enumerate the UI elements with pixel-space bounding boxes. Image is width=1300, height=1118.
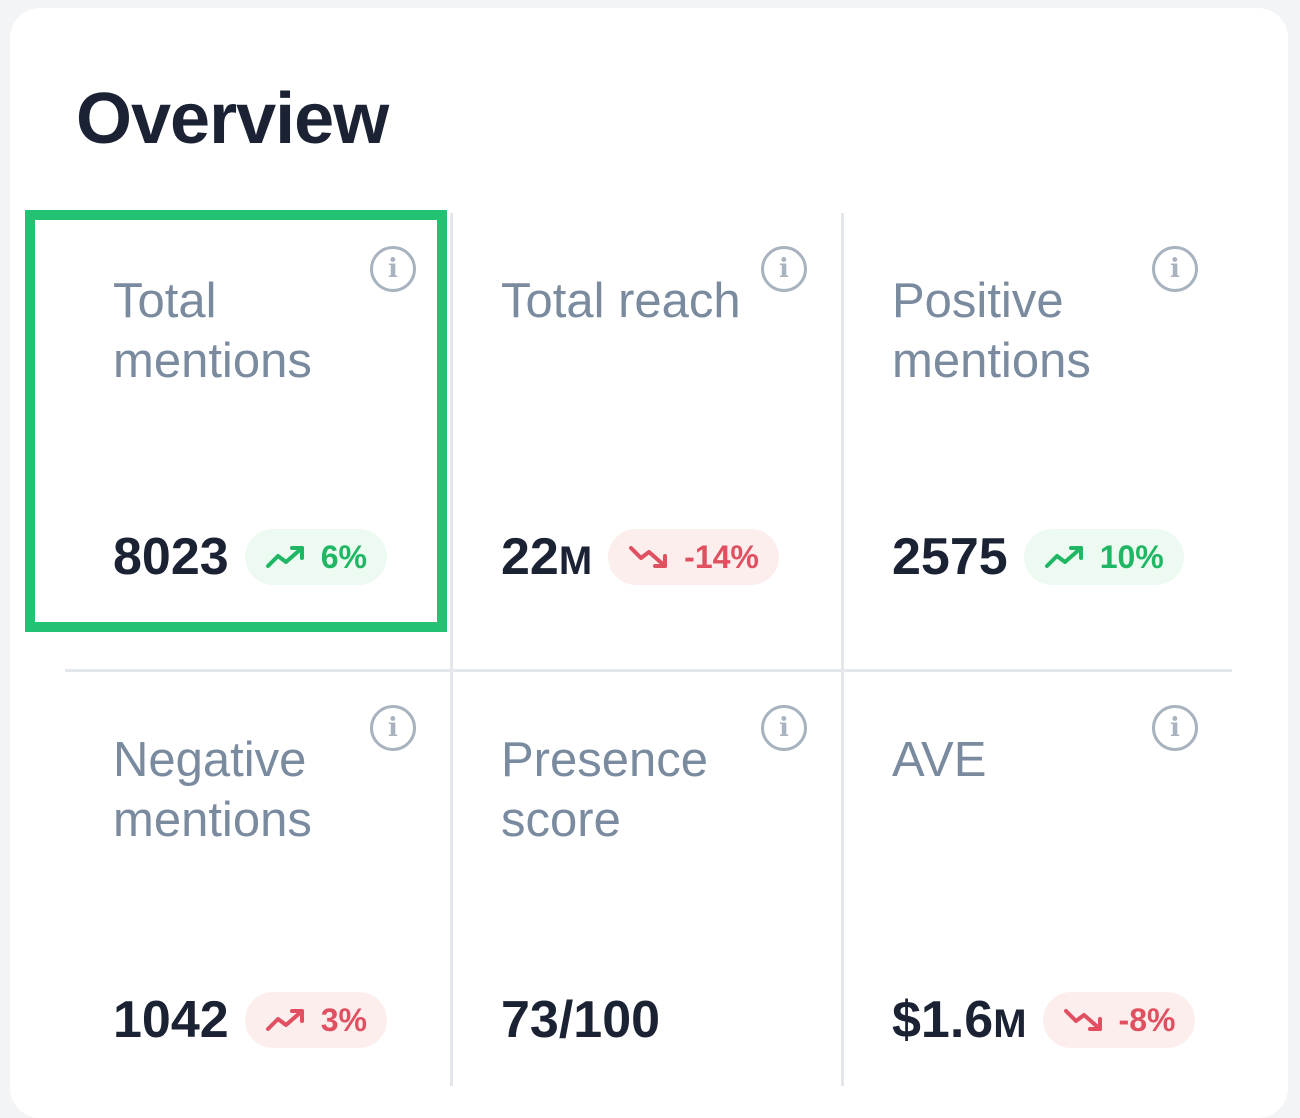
metric-label: Negative mentions	[113, 733, 312, 847]
metric-label: Positive mentions	[892, 274, 1091, 388]
metric-number: 2575	[892, 528, 1008, 586]
change-badge: 6%	[244, 529, 387, 585]
metric-value-row: 73/100	[501, 990, 660, 1050]
change-badge: 3%	[244, 992, 387, 1048]
change-value: 3%	[320, 1001, 367, 1038]
change-value: 10%	[1099, 538, 1164, 575]
metric-unit: M	[558, 539, 593, 583]
metric-value: 2575	[892, 527, 1008, 587]
info-icon[interactable]: i	[370, 246, 416, 292]
page-title: Overview	[76, 79, 389, 159]
metric-number: 1042	[113, 991, 229, 1049]
metric-label: Presence score	[501, 733, 709, 847]
metric-value-row: 2575 10%	[892, 527, 1184, 587]
info-icon[interactable]: i	[761, 246, 807, 292]
metric-card-total-reach[interactable]: Total reach i 22M -14%	[453, 213, 844, 672]
trend-down-icon	[628, 544, 670, 570]
metric-value: $1.6M	[892, 990, 1027, 1050]
metric-number: 8023	[113, 528, 229, 586]
metric-value: 1042	[113, 990, 229, 1050]
trend-up-icon	[265, 1007, 307, 1033]
metric-label: Total mentions	[113, 274, 312, 388]
trend-up-icon	[265, 544, 307, 570]
change-value: -8%	[1118, 1001, 1176, 1038]
metric-value-row: 1042 3%	[113, 990, 387, 1050]
info-icon[interactable]: i	[370, 705, 416, 751]
metric-number: $1.6	[892, 991, 994, 1049]
metric-label: Total reach	[501, 274, 741, 328]
metric-number: 22	[501, 528, 559, 586]
change-value: -14%	[684, 538, 759, 575]
metric-card-total-mentions[interactable]: Total mentions i 8023 6%	[65, 213, 453, 672]
change-badge: -8%	[1042, 992, 1196, 1048]
metric-card-positive-mentions[interactable]: Positive mentions i 2575 10%	[844, 213, 1232, 672]
metric-label: AVE	[892, 733, 987, 787]
metric-value: 8023	[113, 527, 229, 587]
metric-value-row: 22M -14%	[501, 527, 779, 587]
trend-down-icon	[1063, 1007, 1105, 1033]
metric-value-row: 8023 6%	[113, 527, 387, 587]
metrics-grid: Total mentions i 8023 6% Total reach i 22…	[65, 213, 1232, 1086]
info-icon[interactable]: i	[1152, 246, 1198, 292]
change-badge: -14%	[608, 529, 779, 585]
change-value: 6%	[320, 538, 367, 575]
info-icon[interactable]: i	[1152, 705, 1198, 751]
metric-number: 73/100	[501, 991, 661, 1049]
selection-highlight	[25, 210, 447, 632]
metric-card-presence-score[interactable]: Presence score i 73/100	[453, 672, 844, 1086]
change-badge: 10%	[1023, 529, 1184, 585]
trend-up-icon	[1044, 544, 1086, 570]
metric-unit: M	[993, 1002, 1027, 1046]
metric-value-row: $1.6M -8%	[892, 990, 1196, 1050]
metric-value: 73/100	[501, 990, 660, 1050]
metric-card-negative-mentions[interactable]: Negative mentions i 1042 3%	[65, 672, 453, 1086]
info-icon[interactable]: i	[761, 705, 807, 751]
metric-card-ave[interactable]: AVE i $1.6M -8%	[844, 672, 1232, 1086]
metric-value: 22M	[501, 527, 592, 587]
